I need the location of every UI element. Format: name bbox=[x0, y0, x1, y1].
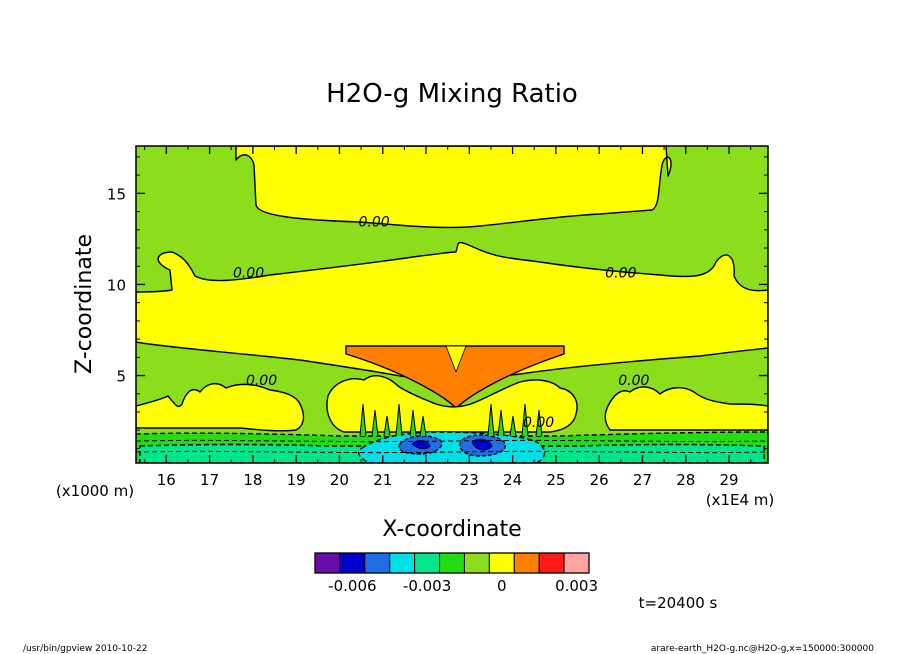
x-tick-label-18: 18 bbox=[243, 471, 262, 489]
convective-filament-6 bbox=[419, 415, 427, 437]
colorbar-swatch-4 bbox=[389, 552, 416, 574]
y-tick-label-15: 15 bbox=[107, 185, 126, 203]
colorbar-swatch-10 bbox=[538, 552, 565, 574]
region-lower-yellow-left bbox=[136, 382, 305, 432]
contour-plot-area bbox=[136, 146, 768, 463]
colorbar-swatch-8 bbox=[488, 552, 515, 574]
x-tick-label-27: 27 bbox=[633, 471, 652, 489]
x-tick-label-28: 28 bbox=[676, 471, 695, 489]
x-tick-label-22: 22 bbox=[416, 471, 435, 489]
x-axis-label: X-coordinate bbox=[382, 517, 521, 542]
contour-fills bbox=[136, 146, 768, 463]
colorbar-swatch-2 bbox=[339, 552, 366, 574]
convective-filament-11 bbox=[535, 409, 543, 437]
contour-label-2: 0.00 bbox=[233, 266, 264, 282]
region-navy-1 bbox=[411, 440, 431, 450]
x-tick-label-29: 29 bbox=[719, 471, 738, 489]
dashed-contour-2 bbox=[136, 450, 768, 454]
colorbar-swatch-3 bbox=[364, 552, 391, 574]
region-upper-yellow bbox=[235, 146, 672, 229]
region-orange-notch bbox=[445, 345, 467, 373]
x-tick-label-20: 20 bbox=[330, 471, 349, 489]
convective-filament-3 bbox=[383, 415, 391, 437]
footer-right: arare-earth_H2O-g.nc@H2O-g,x=150000:3000… bbox=[651, 644, 874, 654]
colorbar-tick-label-2: -0.003 bbox=[403, 577, 451, 595]
contour-label-6: 0.00 bbox=[523, 415, 554, 431]
x-tick-label-19: 19 bbox=[287, 471, 306, 489]
contour-label-3: 0.00 bbox=[605, 266, 636, 282]
colorbar: -0.006 -0.003 0 0.003 bbox=[314, 552, 598, 595]
x-tick-label-16: 16 bbox=[157, 471, 176, 489]
contour-label-5: 0.00 bbox=[618, 373, 649, 389]
region-middle-yellow bbox=[136, 241, 768, 383]
colorbar-frame bbox=[314, 552, 590, 574]
axes: 0.00 0.00 0.00 0.00 0.00 0.00 16 17 18 19 20 21 22 23… bbox=[107, 145, 769, 489]
convective-filament-10 bbox=[521, 403, 529, 437]
region-lower-yellow-center bbox=[326, 375, 578, 433]
y-tick-label-5: 5 bbox=[116, 368, 126, 386]
colorbar-swatch-5 bbox=[414, 552, 441, 574]
y-tick-label-10: 10 bbox=[107, 276, 126, 294]
time-label: t=20400 s bbox=[639, 594, 718, 612]
plot-frame bbox=[135, 145, 769, 464]
convective-filament-9 bbox=[509, 415, 517, 437]
colorbar-tick-label-1: -0.006 bbox=[328, 577, 376, 595]
x-tick-label-24: 24 bbox=[503, 471, 522, 489]
colorbar-tick-label-3: 0 bbox=[497, 577, 507, 595]
x-axis-unit: (x1E4 m) bbox=[706, 491, 775, 509]
colorbar-swatch-9 bbox=[513, 552, 540, 574]
convective-filament-2 bbox=[371, 409, 379, 437]
footer-left: /usr/bin/gpview 2010-10-22 bbox=[23, 644, 147, 654]
region-navy-2 bbox=[471, 438, 493, 451]
convective-filament-7 bbox=[487, 403, 495, 437]
chart-title: H2O-g Mixing Ratio bbox=[326, 79, 578, 109]
colorbar-tick-label-4: 0.003 bbox=[555, 577, 598, 595]
convective-filament-4 bbox=[395, 403, 403, 437]
colorbar-swatch-1 bbox=[314, 552, 341, 574]
y-axis-label: Z-coordinate bbox=[72, 234, 97, 374]
convective-filament-8 bbox=[497, 409, 505, 437]
y-axis-unit: (x1000 m) bbox=[56, 482, 134, 500]
colorbar-swatch-11 bbox=[563, 552, 590, 574]
x-tick-label-25: 25 bbox=[546, 471, 565, 489]
x-tick-label-23: 23 bbox=[460, 471, 479, 489]
dashed-contour-1 bbox=[136, 439, 768, 443]
x-tick-label-26: 26 bbox=[590, 471, 609, 489]
colorbar-swatch-6 bbox=[439, 552, 465, 574]
contour-label-1: 0.00 bbox=[358, 215, 389, 231]
contour-label-4: 0.00 bbox=[246, 373, 277, 389]
convective-filament-1 bbox=[359, 403, 367, 437]
region-lower-yellow-right bbox=[604, 386, 768, 431]
x-tick-label-17: 17 bbox=[200, 471, 219, 489]
colorbar-swatch-7 bbox=[463, 552, 490, 574]
convective-filament-5 bbox=[409, 409, 417, 437]
x-tick-label-21: 21 bbox=[373, 471, 392, 489]
